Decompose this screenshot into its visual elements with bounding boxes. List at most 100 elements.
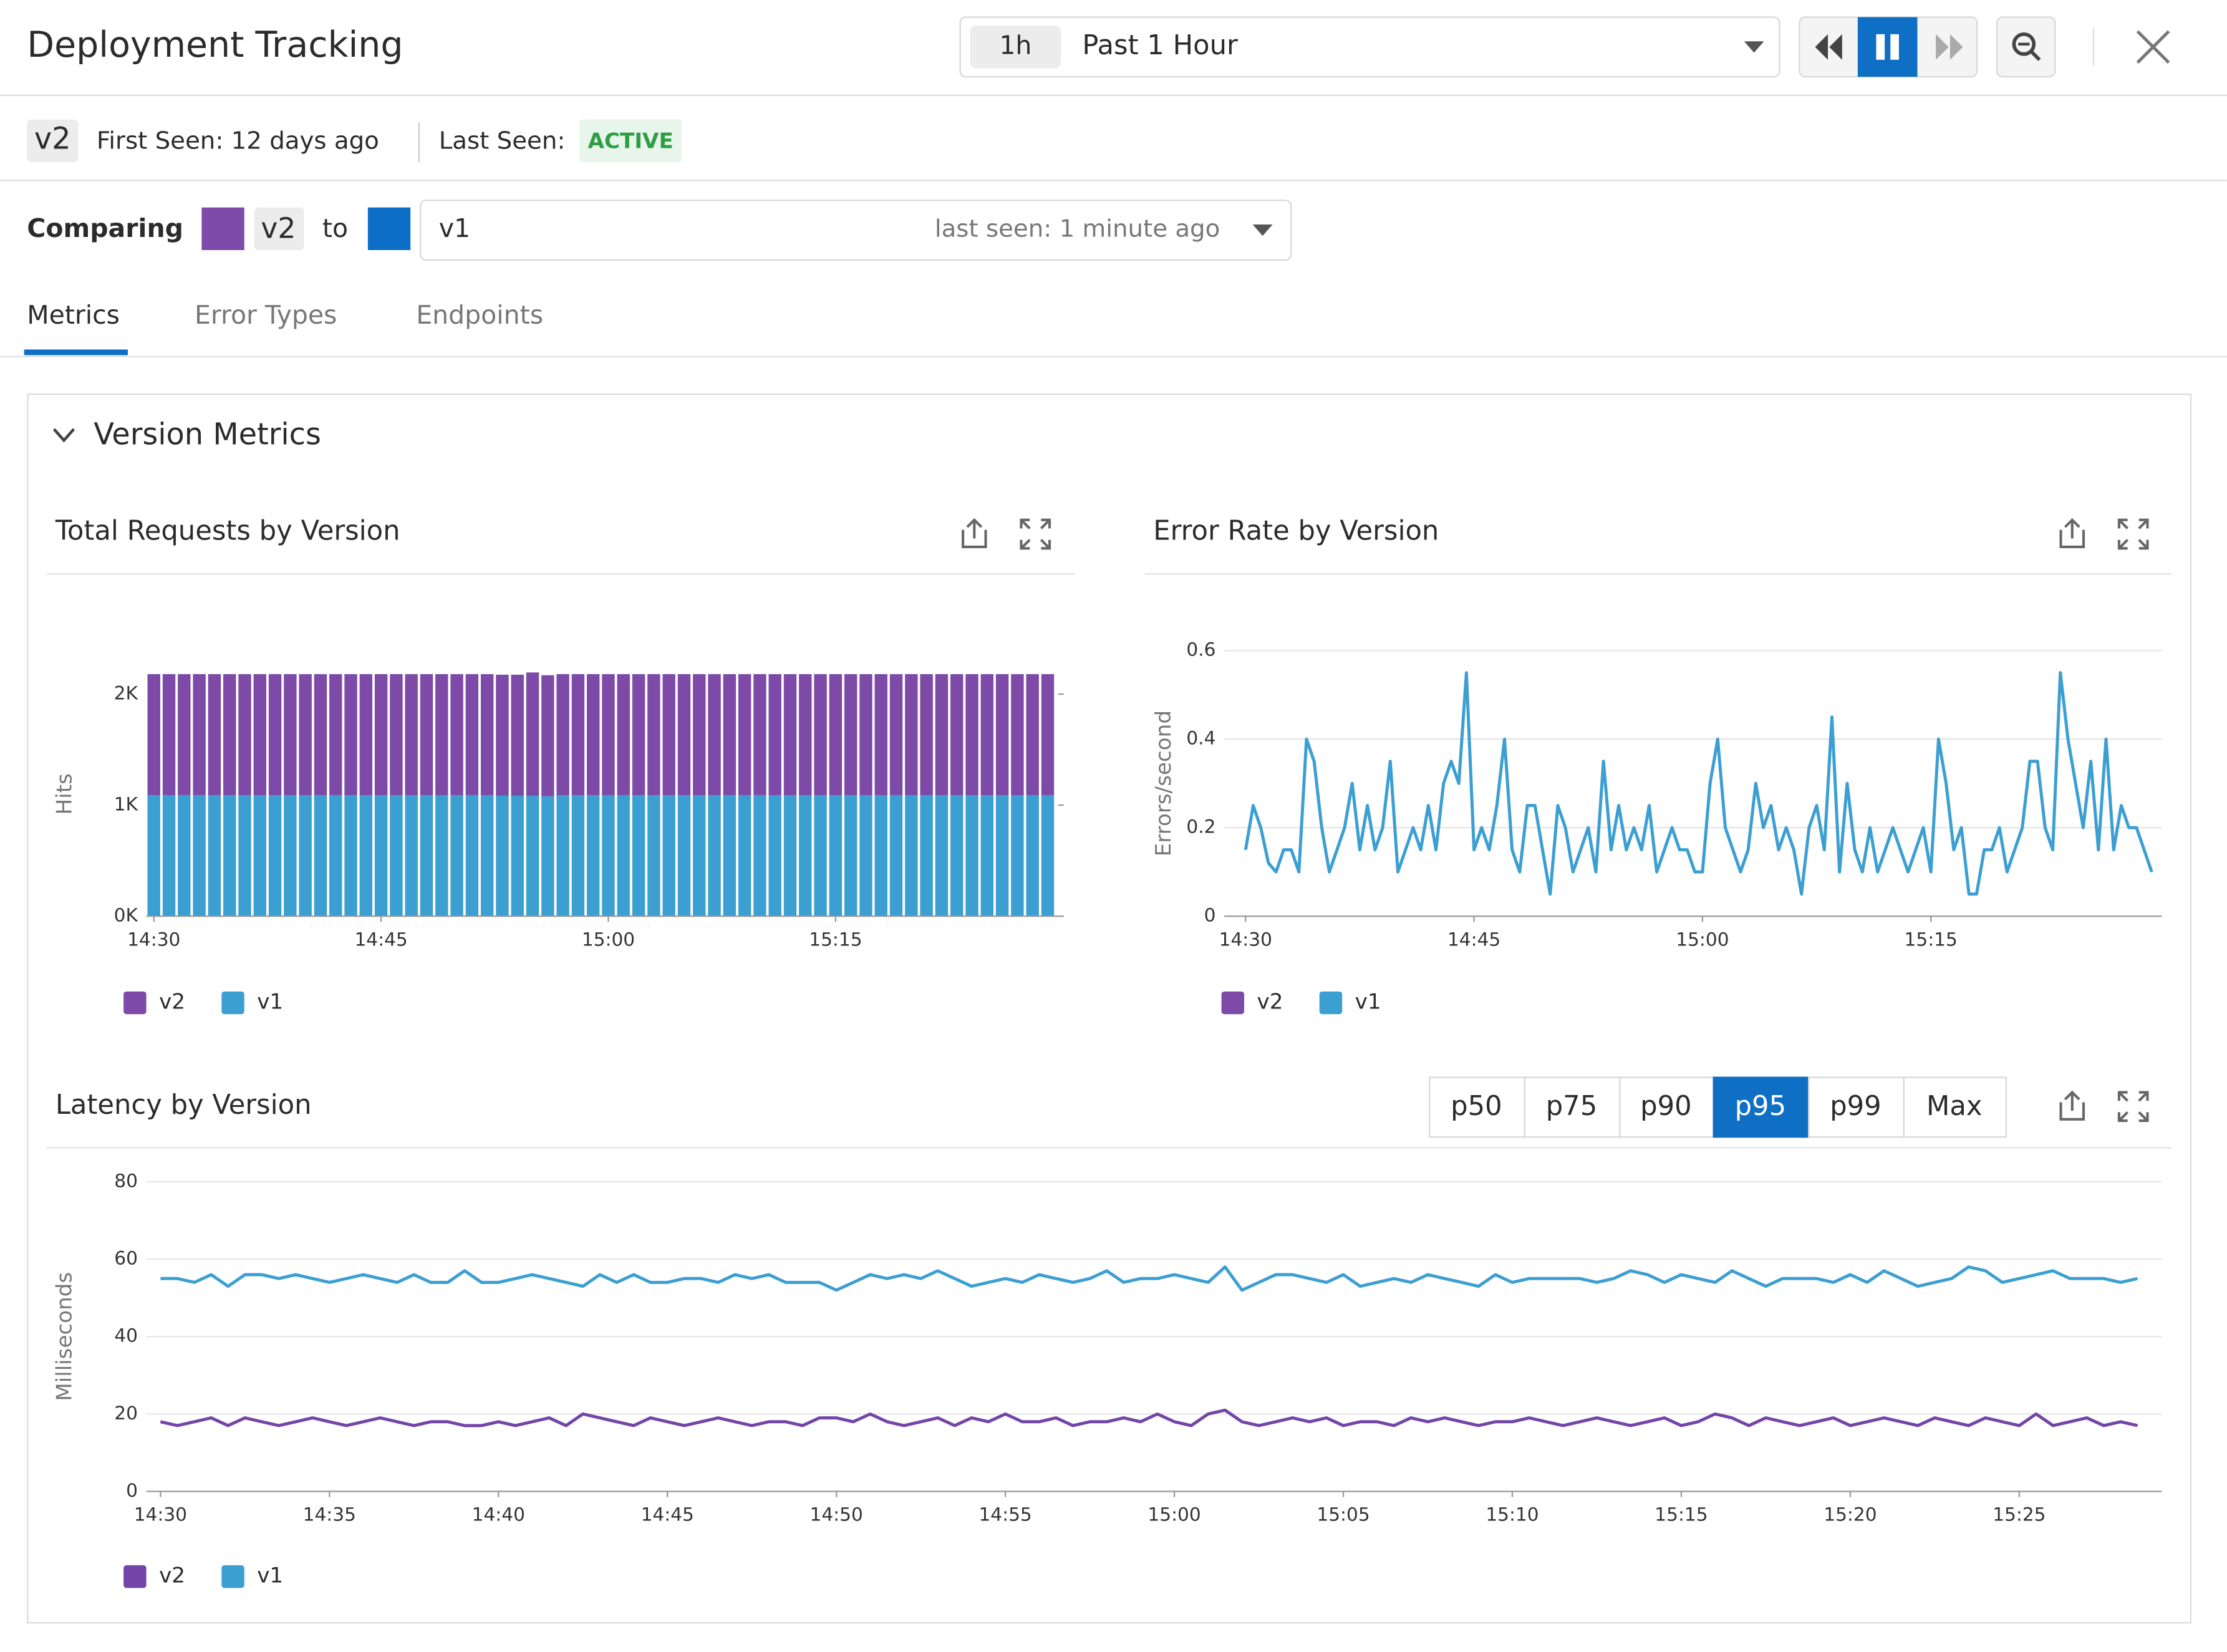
bar-segment [480,674,494,796]
bar-segment [920,674,933,796]
series-line [160,1408,2138,1427]
share-icon[interactable] [2059,518,2085,549]
tab[interactable]: Endpoints [416,300,543,330]
bar-segment [723,674,737,796]
x-tick-label: 14:50 [810,1504,863,1525]
pause-icon-bar [1876,34,1885,60]
bar-segment [162,674,176,796]
bar-segment [905,674,918,796]
share-icon[interactable] [962,518,987,549]
bar-segment [526,672,539,796]
bar-segment [571,795,585,917]
percentile-label[interactable]: p95 [1735,1091,1787,1122]
bar-segment [647,674,660,796]
percentile-button[interactable] [1903,1076,2007,1138]
version-dropdown-box[interactable] [419,200,1292,261]
percentile-label[interactable]: p90 [1640,1091,1692,1122]
page-title: Deployment Tracking [27,24,403,65]
bar-segment [1026,795,1039,917]
bar-segment [617,674,630,796]
y-tick-label: 0.6 [1186,639,1215,660]
legend-label[interactable]: v2 [1257,990,1283,1015]
bar-segment [1041,795,1055,917]
x-tick-label: 15:05 [1316,1504,1370,1525]
time-selector[interactable]: 1h Past 1 Hour [959,16,1780,78]
other-version: v1 [439,213,470,243]
time-selector-box[interactable] [959,16,1780,78]
bar-segment [329,674,342,796]
bar-segment [405,674,418,796]
last-seen-label: Last Seen: [439,127,566,155]
bar-segment [162,795,176,917]
percentile-button[interactable] [1619,1076,1714,1138]
status-badge [579,119,682,162]
legend-label[interactable]: v1 [257,990,283,1015]
chart-title: Error Rate by Version [1153,516,1439,547]
section-title: Version Metrics [94,417,321,452]
y-tick-label: 1K [114,794,139,815]
bar-segment [799,674,812,796]
y-tick-label: 40 [114,1325,138,1346]
pause-icon-bar [1890,34,1899,60]
percentile-button[interactable] [1429,1076,1525,1138]
collapse-chevron[interactable] [52,428,75,443]
percentile-button[interactable] [1713,1076,1810,1138]
bar-segment [465,674,479,796]
zoom-button[interactable] [1996,16,2056,78]
bar-segment [1041,674,1055,796]
bar-segment [662,674,675,796]
share-icon[interactable] [2059,1090,2085,1121]
bar-segment [329,795,342,917]
x-tick-label: 15:00 [1147,1504,1200,1525]
version-badge [27,119,79,162]
expand-icon[interactable] [2117,1091,2149,1123]
bar-segment [995,674,1009,796]
bar-segment [511,795,524,917]
bar-segment [1026,674,1039,796]
bar-segment [844,795,857,917]
percentile-label[interactable]: p50 [1451,1091,1502,1122]
x-tick-label: 14:45 [354,929,407,950]
percentile-label[interactable]: Max [1926,1091,1982,1122]
tab[interactable]: Error Types [195,300,337,330]
x-tick-label: 14:30 [127,929,180,950]
bar-segment [632,674,645,796]
percentile-button[interactable] [1524,1076,1621,1138]
expand-icon[interactable] [1020,518,1051,550]
rewind-icon[interactable] [1815,34,1842,60]
bar-segment [935,795,949,917]
expand-icon[interactable] [2117,518,2149,550]
version-badge [254,207,304,251]
forward-button[interactable] [1936,34,1963,60]
x-tick-label: 14:55 [978,1504,1031,1525]
legend-label[interactable]: v2 [159,1563,185,1588]
y-tick-label: 0.4 [1186,728,1215,749]
legend-label[interactable]: v1 [257,1563,283,1588]
bar-segment [768,795,781,917]
bar-segment [465,795,479,917]
time-range: Past 1 Hour [1082,30,1238,61]
legend-label[interactable]: v1 [1355,990,1381,1015]
close-button[interactable] [2136,30,2170,64]
y-tick-label: 80 [114,1170,138,1191]
version-dropdown[interactable]: v1 last seen: 1 minute ago [419,200,1292,261]
bar-segment [753,795,766,917]
bar-segment [511,674,524,796]
x-tick-label: 15:10 [1485,1504,1539,1525]
legend-swatch [1319,991,1343,1015]
rewind-button[interactable] [1815,34,1842,60]
percentile-button[interactable] [1808,1076,1905,1138]
bar-segment [950,795,964,917]
version: v2 [34,122,71,157]
tab[interactable]: Metrics [27,300,120,330]
pause-button[interactable] [1857,17,1918,77]
x-tick-label: 15:25 [1993,1504,2046,1525]
bar-segment [1011,795,1024,917]
bar-segment [299,674,312,796]
y-tick-label: 60 [114,1248,138,1269]
percentile-label[interactable]: p75 [1546,1091,1598,1122]
bar-segment [587,674,600,796]
bar-segment [874,674,887,796]
legend-label[interactable]: v2 [159,990,185,1015]
percentile-label[interactable]: p99 [1830,1091,1882,1122]
